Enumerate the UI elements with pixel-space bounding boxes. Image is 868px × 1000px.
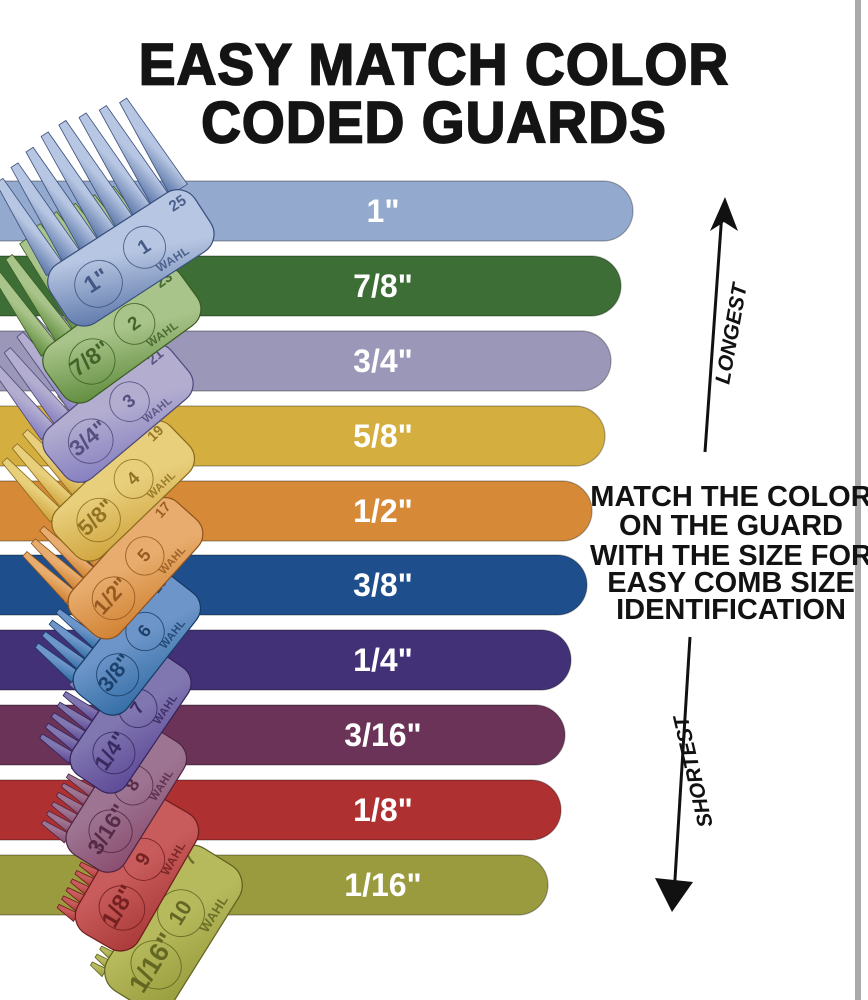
svg-text:3/4": 3/4" <box>353 343 413 379</box>
svg-text:1/2": 1/2" <box>353 493 413 529</box>
svg-text:5/8": 5/8" <box>353 418 413 454</box>
svg-text:3/8": 3/8" <box>353 567 413 603</box>
svg-text:7/8": 7/8" <box>353 268 413 304</box>
svg-text:CODED GUARDS: CODED GUARDS <box>201 91 667 156</box>
svg-text:IDENTIFICATION: IDENTIFICATION <box>616 594 846 626</box>
svg-text:EASY MATCH COLOR: EASY MATCH COLOR <box>139 33 729 98</box>
svg-text:MATCH THE COLOR: MATCH THE COLOR <box>590 481 868 513</box>
svg-text:SHORTEST: SHORTEST <box>669 711 718 829</box>
svg-text:1/8": 1/8" <box>353 792 413 828</box>
svg-text:3/16": 3/16" <box>344 717 421 753</box>
svg-text:ON THE GUARD: ON THE GUARD <box>619 510 843 542</box>
svg-text:1/16": 1/16" <box>344 867 421 903</box>
svg-text:1": 1" <box>367 193 400 229</box>
svg-text:1/4": 1/4" <box>353 642 413 678</box>
